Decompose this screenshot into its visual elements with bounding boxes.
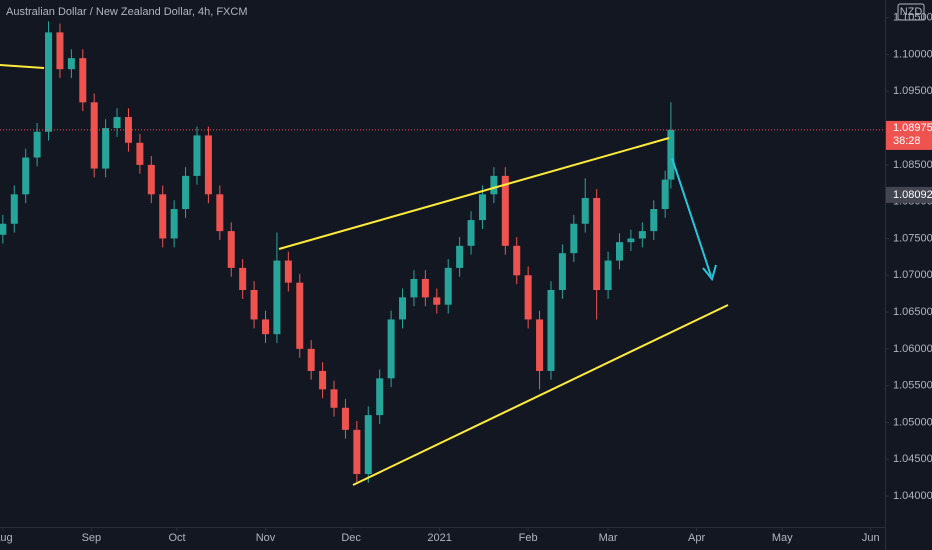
candle-body: [421, 278, 429, 298]
candle-body: [250, 289, 258, 320]
y-tick-label: 1.09500: [893, 85, 932, 97]
candle-body: [193, 135, 201, 176]
x-tick-label: Mar: [599, 532, 618, 544]
candle-body: [364, 415, 372, 475]
candle-body: [467, 220, 475, 246]
candle-body: [650, 209, 658, 232]
candle-body: [661, 179, 669, 210]
candle-body: [170, 209, 178, 239]
x-tick-label: May: [772, 532, 793, 544]
candle-body: [102, 128, 110, 169]
trend-line: [352, 304, 729, 486]
marker-price-label: 1.08092: [893, 189, 932, 201]
y-tick-label: 1.04500: [893, 453, 932, 465]
candle-body: [0, 223, 7, 235]
candle-body: [262, 319, 269, 335]
candle-body: [501, 175, 509, 246]
x-tick-label: Aug: [0, 532, 13, 544]
y-tick-label: 1.05000: [893, 416, 932, 428]
candle-body: [67, 58, 75, 70]
candle-body: [627, 238, 635, 243]
candle-body: [433, 297, 441, 305]
candle-body: [159, 194, 167, 239]
x-tick-label: 2021: [427, 532, 451, 544]
candle-body: [330, 389, 338, 408]
candle-body: [513, 245, 521, 276]
candle-body: [113, 117, 121, 129]
candle-body: [399, 297, 407, 320]
marker-price-box: [886, 186, 932, 203]
y-tick-label: 1.04000: [893, 490, 932, 502]
x-tick-label: Jun: [862, 532, 880, 544]
candle-body: [33, 131, 41, 158]
candle-body: [273, 260, 281, 335]
trend-line: [278, 137, 670, 250]
candle-body: [570, 223, 578, 254]
trend-line: [0, 64, 45, 69]
candle-body: [204, 135, 212, 195]
candle-body: [56, 32, 64, 70]
candle-body: [239, 267, 247, 290]
arrow-head: [702, 264, 717, 282]
x-tick-label: Oct: [168, 532, 185, 544]
y-tick-label: 1.08500: [893, 159, 932, 171]
last-price-box: [886, 120, 932, 150]
y-tick-label: 1.05500: [893, 380, 932, 392]
candle-body: [10, 194, 18, 224]
x-tick-label: Nov: [256, 532, 276, 544]
candle-body: [227, 231, 235, 268]
candle-body: [667, 129, 675, 180]
candle-body: [558, 253, 566, 290]
candle-body: [524, 275, 532, 320]
candle-body: [387, 319, 395, 379]
candle-body: [444, 267, 452, 305]
candle-body: [182, 175, 190, 210]
candle-body: [638, 231, 646, 239]
candle-body: [341, 407, 349, 430]
y-tick-label: 1.06500: [893, 306, 932, 318]
chart-title: Australian Dollar / New Zealand Dollar, …: [6, 6, 247, 18]
x-tick-label: Dec: [341, 532, 361, 544]
candle-body: [147, 164, 155, 195]
candle-body: [353, 429, 361, 475]
candle-body: [45, 32, 53, 132]
candle-body: [547, 289, 555, 371]
currency-box: [897, 3, 925, 21]
y-tick-label: 1.10500: [893, 12, 932, 24]
candle-body: [307, 348, 315, 371]
candle-body: [593, 197, 601, 290]
plot-area: [0, 21, 885, 483]
candle-body: [604, 260, 612, 290]
candle-body: [478, 194, 486, 221]
candle-body: [536, 319, 544, 371]
candle-body: [490, 175, 498, 195]
candle-body: [22, 157, 30, 195]
candle-body: [456, 245, 464, 268]
candle-body: [284, 260, 292, 283]
y-tick-label: 1.07000: [893, 269, 932, 281]
candle-body: [216, 194, 224, 232]
x-tick-label: Feb: [519, 532, 538, 544]
currency: NZD: [900, 6, 923, 18]
y-tick-label: 1.06000: [893, 343, 932, 355]
candle-body: [124, 117, 132, 143]
y-tick-label: 1.10000: [893, 48, 932, 60]
y-tick-label: 1.07500: [893, 232, 932, 244]
last-price-label: 1.08975: [893, 122, 932, 134]
x-tick-label: Sep: [82, 532, 102, 544]
arrow-line: [671, 157, 712, 277]
candle-body: [376, 378, 384, 416]
candle-body: [79, 58, 87, 103]
x-tick-label: Apr: [688, 532, 705, 544]
candle-body: [616, 242, 623, 261]
countdown-label: 38:28: [893, 135, 921, 147]
candle-body: [319, 370, 327, 390]
candle-body: [136, 142, 144, 165]
candle-body: [581, 197, 589, 224]
candle-body: [90, 102, 98, 169]
candle-body: [410, 278, 418, 298]
candle-body: [296, 282, 304, 349]
